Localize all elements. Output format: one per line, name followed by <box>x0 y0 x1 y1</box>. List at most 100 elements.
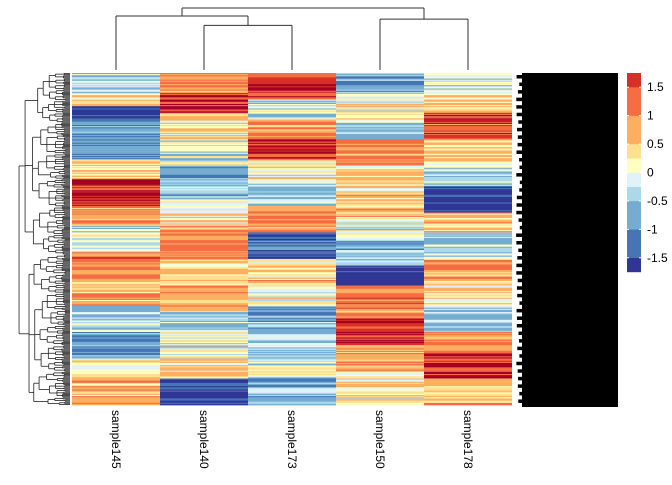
heatmap-cell <box>160 163 248 166</box>
heatmap-cell <box>424 310 512 313</box>
heatmap-cell <box>248 331 336 334</box>
heatmap-cell <box>424 361 512 364</box>
heatmap-cell <box>160 288 248 291</box>
heatmap-cell <box>248 366 336 368</box>
heatmap-cell <box>336 258 424 261</box>
heatmap-cell <box>424 162 512 165</box>
heatmap-cell <box>248 387 336 389</box>
heatmap-cell <box>248 97 336 99</box>
heatmap-cell <box>160 77 248 79</box>
heatmap-cell <box>160 98 248 100</box>
heatmap-cell <box>160 198 248 200</box>
heatmap-cell <box>336 284 424 286</box>
heatmap-cell <box>248 167 336 169</box>
heatmap-cell <box>336 279 424 282</box>
heatmap-cell <box>160 354 248 356</box>
heatmap-cell <box>160 151 248 154</box>
heatmap-cell <box>248 335 336 337</box>
heatmap-cell <box>424 258 512 261</box>
heatmap-cell <box>424 386 512 388</box>
heatmap-cell <box>336 195 424 198</box>
heatmap-cell <box>72 161 160 163</box>
heatmap-cell <box>336 377 424 379</box>
heatmap-cell <box>424 313 512 315</box>
heatmap-cell <box>160 267 248 270</box>
heatmap-cell <box>72 257 160 260</box>
heatmap-cell <box>336 157 424 159</box>
heatmap-cell <box>160 361 248 364</box>
row-label-ink <box>518 376 612 381</box>
heatmap-cell <box>424 186 512 189</box>
heatmap-cell <box>336 175 424 178</box>
heatmap-cell <box>248 376 336 378</box>
heatmap-cell <box>424 190 512 192</box>
heatmap-cell <box>424 263 512 265</box>
heatmap-cell <box>160 391 248 394</box>
heatmap-cell <box>424 130 512 133</box>
heatmap-cell <box>248 177 336 179</box>
heatmap-cell <box>248 182 336 185</box>
heatmap-cell <box>160 252 248 254</box>
heatmap-cell <box>336 222 424 224</box>
heatmap-cell <box>160 215 248 218</box>
heatmap-cell <box>248 235 336 238</box>
heatmap-cell <box>160 87 248 89</box>
heatmap-cell <box>424 331 512 334</box>
heatmap-cell <box>160 257 248 260</box>
heatmap-cell <box>424 161 512 163</box>
heatmap-cell <box>160 216 248 219</box>
heatmap-cell <box>72 123 160 126</box>
row-label-ink <box>516 210 605 215</box>
heatmap-cell <box>72 158 160 160</box>
heatmap-cell <box>248 278 336 281</box>
heatmap-cell <box>248 106 336 108</box>
heatmap-cell <box>160 89 248 92</box>
heatmap-cell <box>424 357 512 359</box>
heatmap-cell <box>72 385 160 387</box>
heatmap-cell <box>424 133 512 136</box>
heatmap-cell <box>248 89 336 92</box>
heatmap-cell <box>72 250 160 252</box>
heatmap-cell <box>248 377 336 379</box>
heatmap-cell <box>160 214 248 217</box>
heatmap-cell <box>424 300 512 303</box>
heatmap-cell <box>424 108 512 110</box>
heatmap-cell <box>72 298 160 301</box>
heatmap-cell <box>160 265 248 268</box>
heatmap-cell <box>424 306 512 308</box>
heatmap-cell <box>336 368 424 370</box>
heatmap-cell <box>248 264 336 266</box>
heatmap-cell <box>160 109 248 111</box>
heatmap-cell <box>424 224 512 227</box>
legend-swatch <box>627 158 641 173</box>
heatmap-cell <box>72 296 160 299</box>
heatmap-cell <box>160 389 248 391</box>
heatmap-cell <box>160 105 248 107</box>
heatmap-cell <box>248 204 336 207</box>
heatmap-cell <box>336 272 424 274</box>
heatmap-cell <box>424 126 512 128</box>
heatmap-cell <box>248 315 336 317</box>
heatmap-cell <box>336 254 424 256</box>
heatmap-cell <box>336 226 424 229</box>
heatmap-cell <box>248 181 336 183</box>
heatmap-cell <box>248 361 336 364</box>
heatmap-cell <box>336 128 424 130</box>
heatmap-cell <box>336 339 424 342</box>
row-label-ink <box>516 271 601 275</box>
heatmap-cell <box>160 185 248 188</box>
heatmap-cell <box>72 334 160 336</box>
heatmap-cell <box>72 90 160 93</box>
heatmap-cell <box>336 91 424 94</box>
heatmap-cell <box>72 288 160 291</box>
heatmap-cell <box>336 257 424 260</box>
row-label-ink <box>517 135 607 139</box>
heatmap-cell <box>248 222 336 224</box>
heatmap-cell <box>72 222 160 224</box>
heatmap-cell <box>336 346 424 348</box>
heatmap-cell <box>160 147 248 149</box>
heatmap-cell <box>336 309 424 312</box>
heatmap-cell <box>424 340 512 343</box>
heatmap-cell <box>248 226 336 229</box>
legend-swatch <box>627 257 641 273</box>
